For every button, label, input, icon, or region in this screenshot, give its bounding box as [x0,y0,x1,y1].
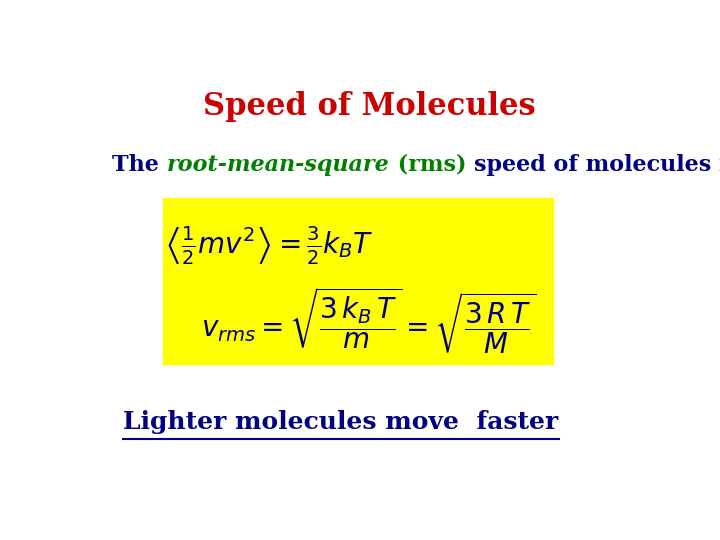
Text: The: The [112,153,167,176]
Text: $v_{rms} = \sqrt{\dfrac{3\,k_B\,T}{m}} = \sqrt{\dfrac{3\,R\,T}{M}}$: $v_{rms} = \sqrt{\dfrac{3\,k_B\,T}{m}} =… [202,286,536,356]
Text: Lighter molecules move  faster: Lighter molecules move faster [124,410,559,434]
Text: $\left\langle \frac{1}{2}mv^2 \right\rangle = \frac{3}{2}k_B T$: $\left\langle \frac{1}{2}mv^2 \right\ran… [163,225,374,267]
Text: root-mean-square: root-mean-square [167,153,390,176]
Text: Speed of Molecules: Speed of Molecules [203,91,535,122]
Text: (rms): (rms) [390,153,474,176]
FancyBboxPatch shape [163,198,553,364]
Text: speed of molecules is:: speed of molecules is: [474,153,720,176]
